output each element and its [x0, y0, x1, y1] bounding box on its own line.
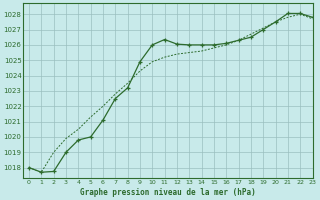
X-axis label: Graphe pression niveau de la mer (hPa): Graphe pression niveau de la mer (hPa): [80, 188, 256, 197]
